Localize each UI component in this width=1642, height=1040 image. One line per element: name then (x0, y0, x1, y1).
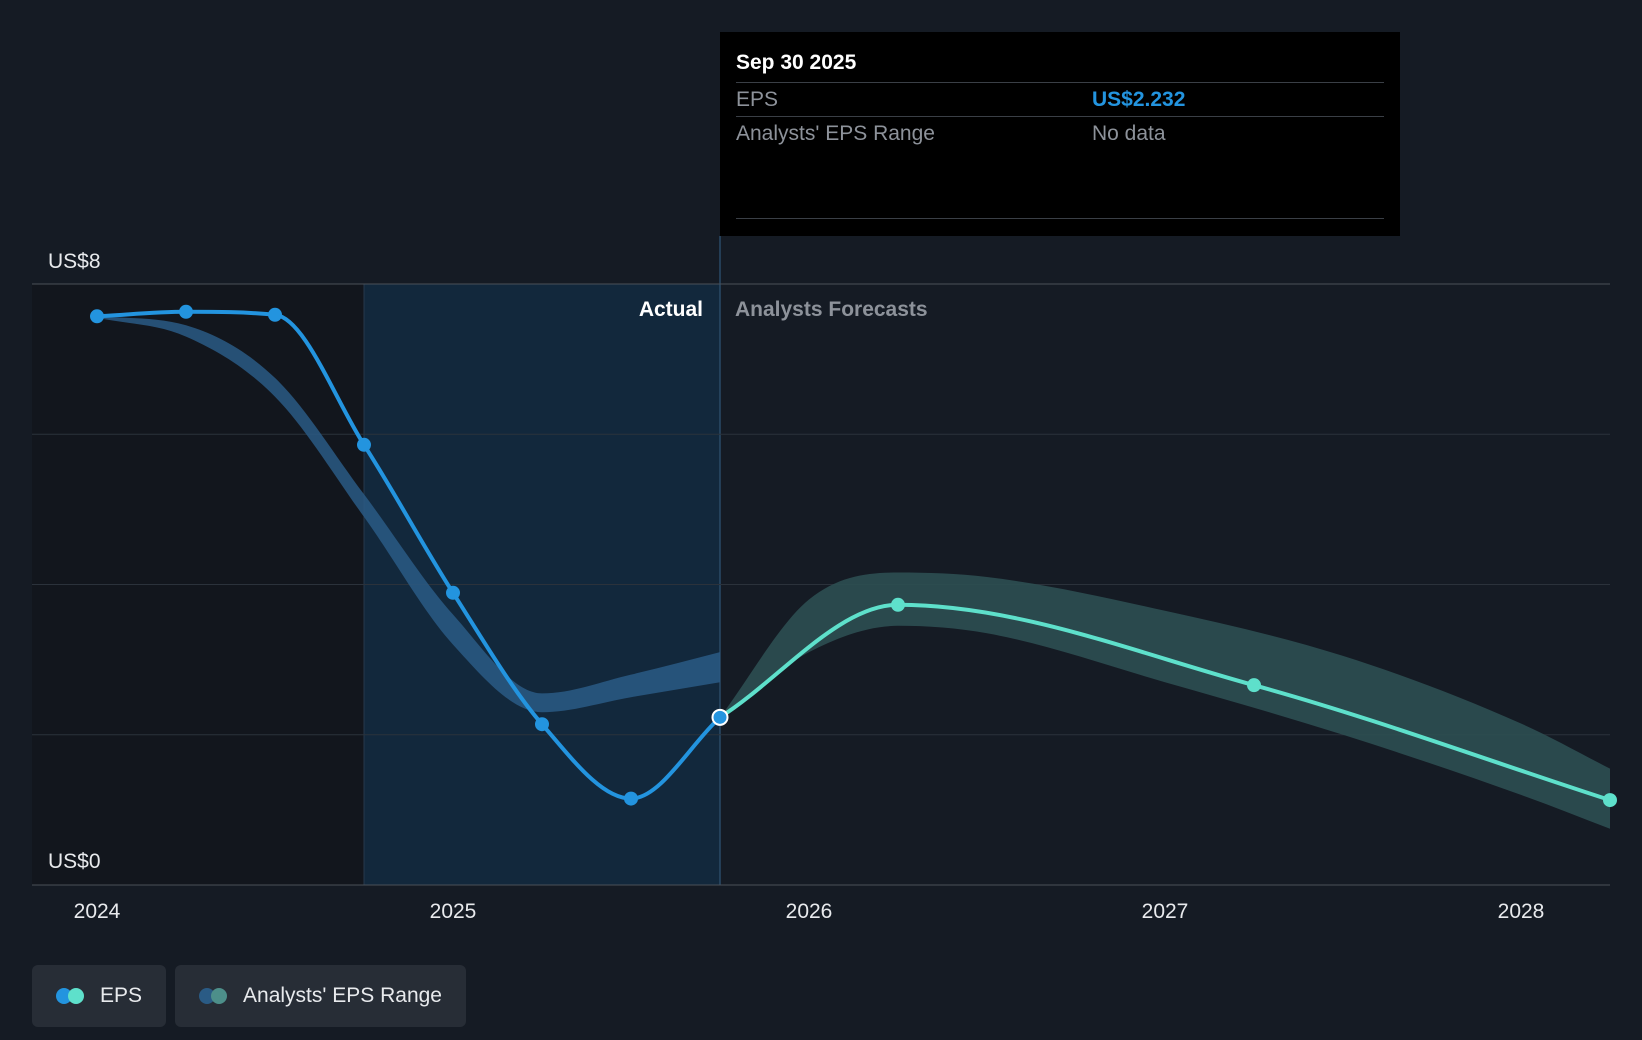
band-past_range (97, 316, 720, 713)
legend-eps-swatch (56, 987, 86, 1005)
point-forecast-2 (1247, 678, 1261, 693)
x-tick-label-2024: 2024 (74, 900, 121, 923)
tooltip: Sep 30 2025 EPS US$2.232 Analysts' EPS R… (720, 32, 1400, 236)
line-forecast (718, 602, 1612, 803)
legend-eps-label: EPS (100, 984, 143, 1007)
legend-range-dot-forecast (211, 988, 228, 1004)
tooltip-range-value: No data (1092, 122, 1166, 145)
point-actual-6 (624, 791, 638, 806)
legend-range-swatch (199, 987, 229, 1005)
tooltip-row-eps: EPS US$2.232 (736, 82, 1384, 116)
tooltip-eps-value: US$2.232 (1092, 88, 1186, 111)
y-tick-label-max: US$8 (48, 250, 101, 273)
point-forecast-1 (891, 597, 905, 612)
legend: EPS Analysts' EPS Range (32, 965, 466, 1027)
x-tick-label-2028: 2028 (1498, 900, 1545, 923)
point-actual-2 (268, 307, 282, 322)
point-forecast-3 (1603, 793, 1617, 808)
band-forecast_range (720, 572, 1610, 829)
tooltip-eps-label: EPS (736, 88, 779, 111)
tooltip-date: Sep 30 2025 (736, 51, 857, 74)
point-actual-7 (711, 708, 729, 726)
tooltip-row-range: Analysts' EPS Range No data (736, 116, 1384, 150)
x-tick-label-2026: 2026 (786, 900, 833, 923)
legend-item-eps[interactable]: EPS (32, 965, 167, 1027)
point-actual-1 (179, 304, 193, 319)
point-actual-0 (90, 309, 104, 324)
x-tick-label-2025: 2025 (430, 900, 477, 923)
tooltip-divider (736, 218, 1384, 219)
point-actual-3 (357, 437, 371, 452)
region-label-forecast: Analysts Forecasts (735, 298, 928, 321)
tooltip-range-label: Analysts' EPS Range (736, 122, 935, 145)
x-tick-label-2027: 2027 (1142, 900, 1189, 923)
point-actual-4 (446, 585, 460, 600)
point-actual-5 (535, 717, 549, 732)
line-actual (95, 309, 722, 801)
region-label-actual: Actual (639, 298, 703, 321)
legend-range-label: Analysts' EPS Range (243, 984, 442, 1007)
legend-item-range[interactable]: Analysts' EPS Range (175, 965, 466, 1027)
legend-eps-dot-forecast (68, 988, 84, 1004)
y-tick-label-min: US$0 (48, 850, 101, 873)
